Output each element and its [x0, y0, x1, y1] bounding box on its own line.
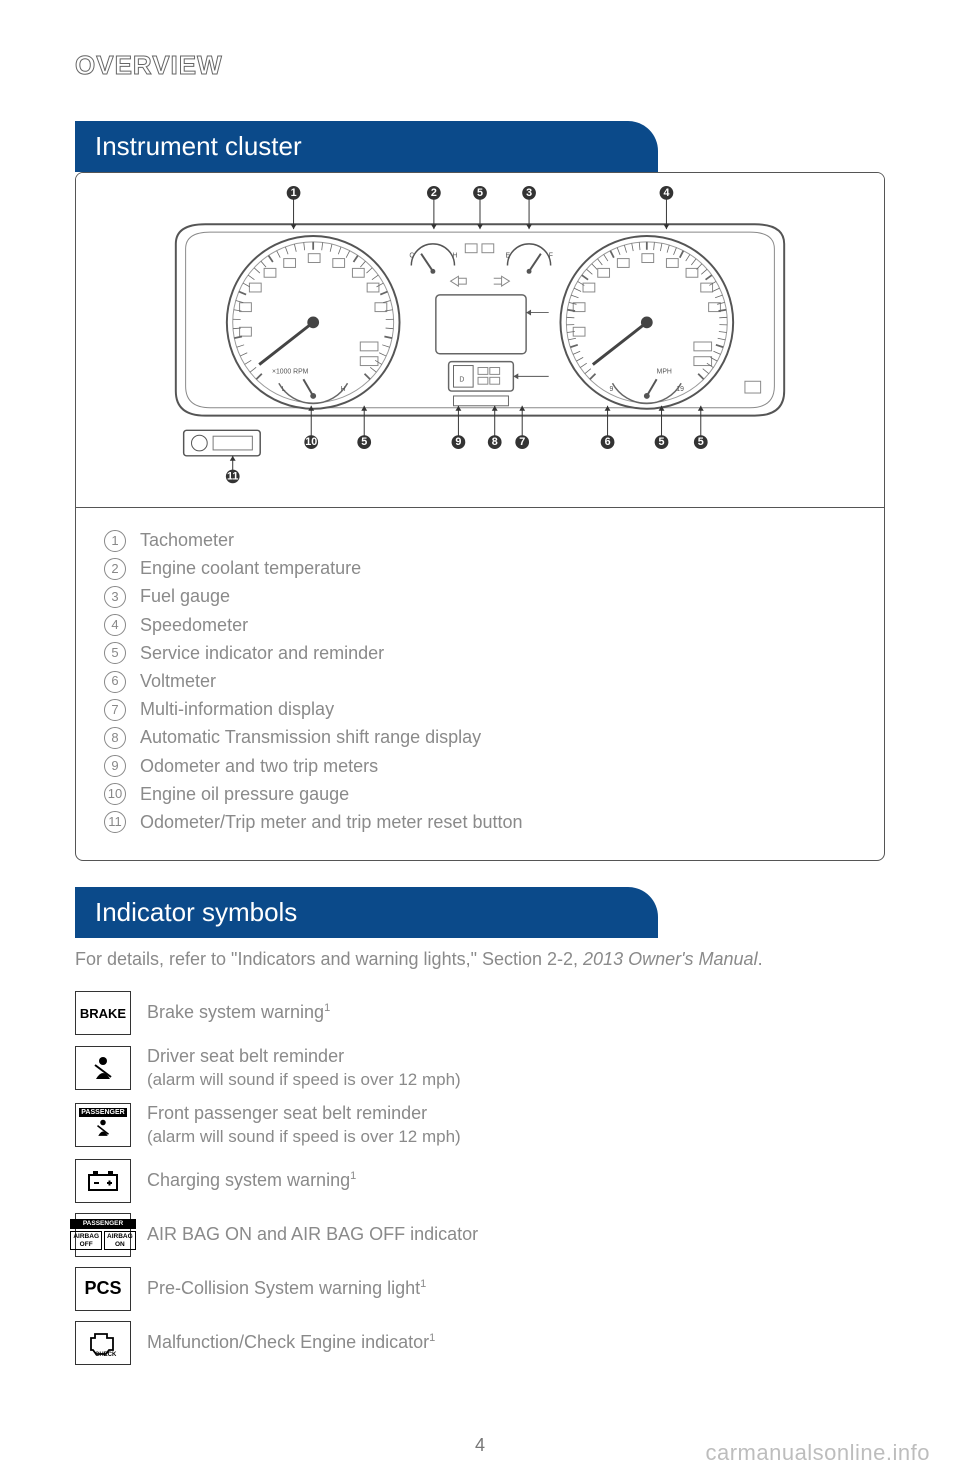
legend-label: Speedometer — [140, 613, 248, 638]
svg-text:3: 3 — [526, 187, 532, 199]
watermark: carmanualsonline.info — [705, 1440, 930, 1466]
legend-number: 4 — [104, 614, 126, 636]
indicator-icon: CHECK — [75, 1321, 131, 1365]
legend-number: 11 — [104, 811, 126, 833]
legend-number: 9 — [104, 755, 126, 777]
indicator-row: BRAKE Brake system warning1 — [75, 991, 885, 1035]
legend-number: 1 — [104, 530, 126, 552]
section-title-cluster: Instrument cluster — [75, 121, 658, 172]
page-header: OVERVIEW — [75, 50, 885, 81]
legend-label: Fuel gauge — [140, 584, 230, 609]
indicator-list: BRAKE Brake system warning1 Driver seat be… — [75, 991, 885, 1365]
legend-row: 10 Engine oil pressure gauge — [104, 782, 856, 807]
indicator-row: Charging system warning1 — [75, 1159, 885, 1203]
legend-row: 8 Automatic Transmission shift range disp… — [104, 725, 856, 750]
legend-row: 9 Odometer and two trip meters — [104, 754, 856, 779]
svg-text:9: 9 — [455, 436, 461, 448]
indicator-row: Driver seat belt reminder(alarm will sou… — [75, 1045, 885, 1092]
svg-text:7: 7 — [519, 436, 525, 448]
svg-text:8: 8 — [492, 436, 498, 448]
indicators-intro: For details, refer to "Indicators and wa… — [75, 946, 885, 973]
svg-text:4: 4 — [663, 187, 669, 199]
indicator-text: Malfunction/Check Engine indicator1 — [147, 1331, 435, 1354]
svg-text:10: 10 — [305, 436, 317, 448]
legend-label: Odometer and two trip meters — [140, 754, 378, 779]
intro-text: For details, refer to "Indicators and wa… — [75, 949, 583, 969]
indicator-text: AIR BAG ON and AIR BAG OFF indicator — [147, 1223, 478, 1246]
indicator-text: Front passenger seat belt reminder(alarm… — [147, 1102, 461, 1149]
legend-row: 2 Engine coolant temperature — [104, 556, 856, 581]
legend-label: Engine coolant temperature — [140, 556, 361, 581]
svg-text:1: 1 — [291, 187, 297, 199]
indicator-row: PASSENGER Front passenger seat belt remin… — [75, 1102, 885, 1149]
legend-number: 6 — [104, 671, 126, 693]
indicator-row: PCS Pre-Collision System warning light1 — [75, 1267, 885, 1311]
svg-text:CHECK: CHECK — [95, 1352, 117, 1358]
intro-end: . — [758, 949, 763, 969]
svg-text:C: C — [409, 253, 414, 260]
legend-row: 5 Service indicator and reminder — [104, 641, 856, 666]
indicator-text: Brake system warning1 — [147, 1001, 330, 1024]
svg-text:5: 5 — [698, 436, 704, 448]
svg-text:11: 11 — [227, 470, 238, 482]
legend-row: 4 Speedometer — [104, 613, 856, 638]
indicator-text: Charging system warning1 — [147, 1169, 356, 1192]
intro-manual-ref: 2013 Owner's Manual — [583, 949, 758, 969]
svg-text:E: E — [506, 253, 511, 260]
svg-text:5: 5 — [659, 436, 665, 448]
indicator-icon: BRAKE — [75, 991, 131, 1035]
svg-text:F: F — [549, 253, 553, 260]
legend-row: 11 Odometer/Trip meter and trip meter res… — [104, 810, 856, 835]
legend-row: 3 Fuel gauge — [104, 584, 856, 609]
legend-row: 1 Tachometer — [104, 528, 856, 553]
svg-text:H: H — [341, 386, 346, 393]
legend-number: 2 — [104, 558, 126, 580]
indicator-icon — [75, 1159, 131, 1203]
legend-label: Voltmeter — [140, 669, 216, 694]
indicator-text: Driver seat belt reminder(alarm will sou… — [147, 1045, 461, 1092]
legend-label: Automatic Transmission shift range displ… — [140, 725, 481, 750]
legend-label: Odometer/Trip meter and trip meter reset… — [140, 810, 523, 835]
indicator-icon: PASSENGERAIRBAGOFFAIRBAGON — [75, 1213, 131, 1257]
section-title-indicators: Indicator symbols — [75, 887, 658, 938]
legend-row: 7 Multi-information display — [104, 697, 856, 722]
legend-label: Service indicator and reminder — [140, 641, 384, 666]
indicator-icon: PASSENGER — [75, 1103, 131, 1147]
svg-text:MPH: MPH — [657, 368, 672, 375]
svg-text:5: 5 — [477, 187, 483, 199]
cluster-diagram: ×1000 RPM L H — [76, 173, 884, 508]
indicator-icon — [75, 1046, 131, 1090]
indicator-row: PASSENGERAIRBAGOFFAIRBAGON AIR BAG ON and… — [75, 1213, 885, 1257]
legend-label: Tachometer — [140, 528, 234, 553]
svg-text:5: 5 — [361, 436, 367, 448]
indicator-icon: PCS — [75, 1267, 131, 1311]
legend-label: Engine oil pressure gauge — [140, 782, 349, 807]
svg-text:×1000 RPM: ×1000 RPM — [272, 368, 309, 375]
legend-number: 3 — [104, 586, 126, 608]
svg-text:H: H — [453, 253, 458, 260]
svg-text:2: 2 — [431, 187, 437, 199]
indicator-row: CHECK Malfunction/Check Engine indicator1 — [75, 1321, 885, 1365]
legend-row: 6 Voltmeter — [104, 669, 856, 694]
legend-label: Multi-information display — [140, 697, 334, 722]
instrument-cluster-box: ×1000 RPM L H — [75, 172, 885, 861]
legend-number: 7 — [104, 699, 126, 721]
legend-number: 5 — [104, 642, 126, 664]
cluster-legend: 1 Tachometer 2 Engine coolant temperature 3F… — [76, 508, 884, 860]
indicator-text: Pre-Collision System warning light1 — [147, 1277, 426, 1300]
svg-text:L: L — [282, 386, 286, 393]
svg-text:6: 6 — [605, 436, 611, 448]
legend-number: 8 — [104, 727, 126, 749]
legend-number: 10 — [104, 783, 126, 805]
svg-text:9: 9 — [610, 386, 614, 393]
svg-text:19: 19 — [676, 386, 684, 393]
svg-text:D: D — [459, 376, 464, 383]
